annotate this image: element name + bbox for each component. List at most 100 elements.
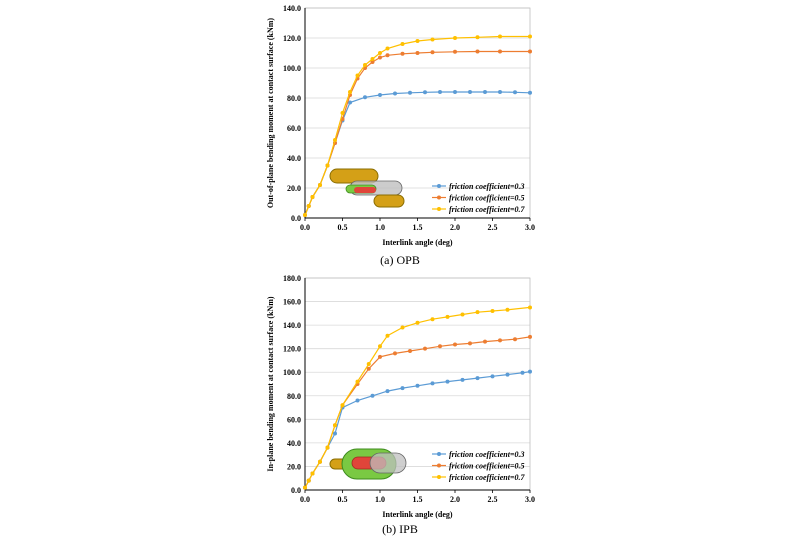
data-point [318,183,322,187]
data-point [505,307,510,312]
legend-label: friction coefficient=0.5 [449,462,525,471]
data-point [460,377,465,382]
data-point [445,379,450,384]
data-point [366,366,371,371]
legend-swatch-marker [437,195,441,200]
data-point [340,403,345,408]
data-point [348,90,352,94]
data-point [453,49,457,54]
data-point [370,57,375,61]
data-point [385,53,390,58]
data-point [393,351,397,356]
data-point [528,34,532,39]
data-point [498,49,502,54]
y-tick-label: 60.0 [287,124,301,133]
legend-label: friction coefficient=0.7 [449,205,526,214]
data-point [438,344,442,349]
data-point [453,90,457,94]
data-point [393,91,397,96]
data-point [423,346,427,351]
chart-opb: 0.0 20.0 40.0 60.0 80.0 100.0 120.0 140.0 0.0 0.5… [266,4,535,267]
data-point [528,305,532,310]
data-point [505,372,510,377]
data-point [453,36,457,40]
data-point [385,389,390,394]
data-point [475,310,480,315]
y-tick-label: 40.0 [287,154,301,163]
data-point [400,42,405,46]
data-point [333,431,337,436]
data-point [430,317,435,322]
data-point [513,337,517,342]
data-point [363,63,367,67]
data-point [378,344,382,349]
data-point [445,314,450,319]
data-point [400,325,405,330]
x-tick-label: 1.5 [413,495,423,504]
data-point [528,334,532,339]
data-point [498,338,502,343]
data-point [310,471,315,476]
data-point [385,46,390,51]
data-point [430,381,435,386]
data-point [378,55,382,60]
x-tick-label: 3.0 [525,223,535,232]
data-point [366,361,371,366]
y-tick-label: 160.0 [283,298,301,307]
data-point [423,90,427,95]
x-tick-label: 3.0 [525,495,535,504]
data-point [460,312,465,317]
data-point [306,478,311,483]
data-point [303,213,307,217]
x-tick-label: 2.5 [488,223,498,232]
y-axis-title: Out-of-plane bending moment at contact s… [266,18,275,209]
data-point [528,90,532,95]
data-point [490,308,495,313]
y-tick-label: 80.0 [287,94,301,103]
data-point [363,95,367,100]
data-point [333,423,337,428]
figure-caption: (a) OPB [380,253,420,267]
data-point [415,383,420,388]
data-point [340,111,345,115]
data-point [520,370,525,375]
y-tick-label: 180.0 [283,274,301,283]
x-tick-label: 0.5 [338,495,348,504]
chain-link-inset-image [329,168,405,208]
y-tick-label: 100.0 [283,368,301,377]
data-point [483,90,487,94]
x-tick-label: 1.5 [413,223,423,232]
x-tick-label: 2.5 [488,495,498,504]
legend-label: friction coefficient=0.3 [449,182,525,191]
data-point [378,93,382,97]
x-tick-label: 2.0 [450,495,460,504]
legend-swatch-marker [437,475,441,479]
data-point [400,51,405,56]
data-point [468,90,472,94]
y-tick-label: 140.0 [283,321,301,330]
data-point [370,393,375,398]
y-tick-label: 0.0 [291,486,301,495]
x-tick-label: 2.0 [450,223,460,232]
data-point [415,320,420,325]
legend-swatch-marker [437,184,441,188]
legend-swatch-marker [437,463,441,468]
x-tick-label: 0.0 [300,223,310,232]
data-point [306,204,311,208]
y-tick-label: 140.0 [283,4,301,13]
y-tick-label: 100.0 [283,64,301,73]
data-point [370,60,375,64]
series-line [304,35,530,216]
data-point [408,349,412,354]
legend-label: friction coefficient=0.3 [449,450,525,459]
y-tick-label: 80.0 [287,392,301,401]
x-axis-title: Interlink angle (deg) [382,238,453,247]
link-shape-grey [369,452,407,474]
data-point [310,195,315,199]
data-point [528,49,532,54]
data-point [415,51,420,55]
data-point [415,39,420,43]
y-tick-label: 120.0 [283,34,301,43]
link-shape-yellow-2 [373,194,405,208]
data-point [325,445,330,450]
